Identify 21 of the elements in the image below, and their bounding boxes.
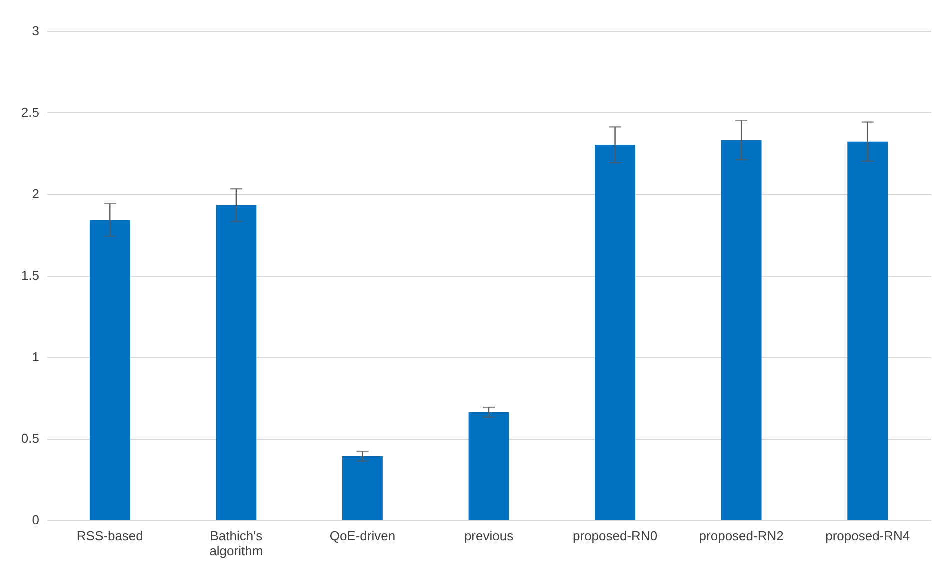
y-tick-label: 3 (32, 24, 40, 38)
x-tick-label: proposed-RN2 (699, 528, 784, 544)
bar (848, 142, 888, 520)
y-tick-label: 1.5 (21, 268, 40, 283)
x-tick-label: proposed-RN4 (826, 528, 910, 544)
bar (468, 412, 510, 520)
bar (721, 140, 762, 520)
x-tick-label: previous (464, 528, 514, 544)
x-tick-label: proposed-RN0 (573, 528, 658, 544)
y-tick-label: 2.5 (21, 105, 40, 120)
y-tick-label: 0 (32, 512, 40, 528)
x-tick-label: RSS-based (76, 528, 144, 544)
x-tick-label: QoE-driven (330, 528, 396, 544)
x-tick-label: Bathich's algorithm (210, 528, 264, 558)
y-tick-label: 2 (32, 186, 40, 202)
y-tick-label: 0.5 (21, 431, 40, 446)
bar (216, 205, 257, 520)
y-tick-label: 1 (32, 350, 40, 364)
bar (595, 145, 636, 520)
bar (90, 220, 130, 520)
bar (342, 456, 383, 520)
